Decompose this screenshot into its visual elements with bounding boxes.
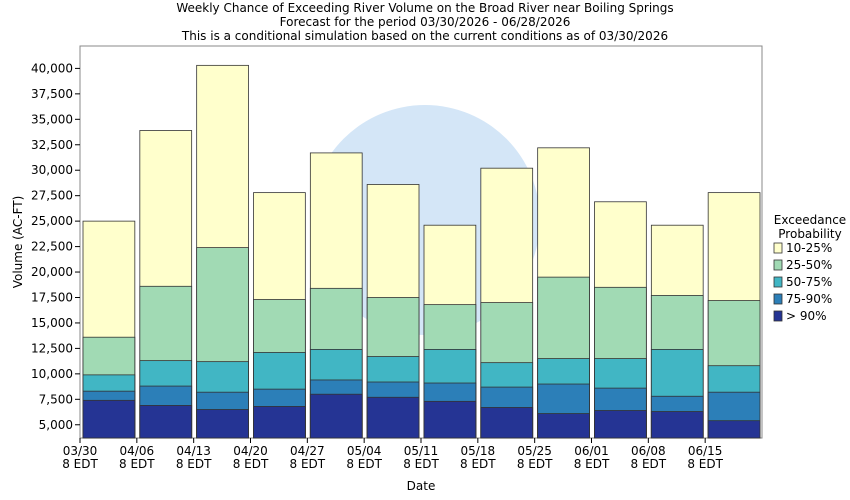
x-axis-label: Date (407, 479, 436, 493)
bar (309, 393, 363, 439)
legend-label: 75-90% (786, 292, 832, 306)
bar (537, 413, 590, 439)
legend-swatch (773, 242, 783, 254)
x-tick-label: 04/13 (176, 444, 211, 458)
x-tick-label: 8 EDT (687, 457, 723, 471)
bar (480, 407, 534, 439)
x-tick-label: 8 EDT (346, 457, 382, 471)
x-tick-label: 04/06 (120, 444, 155, 458)
chart-title: Forecast for the period 03/30/2026 - 06/… (280, 15, 571, 29)
x-tick-label: 05/18 (461, 444, 496, 458)
y-tick-label: 40,000 (31, 61, 73, 75)
x-tick-label: 8 EDT (290, 457, 326, 471)
y-tick-label: 20,000 (31, 265, 73, 279)
legend-swatch (773, 259, 783, 271)
legend-title: Exceedance (774, 213, 846, 227)
y-tick-label: 10,000 (31, 367, 73, 381)
x-tick-label: 04/27 (290, 444, 325, 458)
chart-title: This is a conditional simulation based o… (181, 29, 668, 43)
x-tick-label: 8 EDT (460, 457, 496, 471)
x-tick-label: 8 EDT (119, 457, 155, 471)
x-tick-label: 8 EDT (631, 457, 667, 471)
chart-title: Weekly Chance of Exceeding River Volume … (176, 1, 673, 15)
bar (366, 396, 420, 439)
x-tick-label: 8 EDT (233, 457, 269, 471)
x-tick-label: 8 EDT (176, 457, 212, 471)
bar (139, 405, 193, 439)
x-tick-label: 03/30 (63, 444, 98, 458)
x-tick-label: 04/20 (233, 444, 268, 458)
y-tick-label: 7,500 (39, 392, 73, 406)
y-tick-label: 27,500 (31, 189, 73, 203)
bar (423, 400, 477, 439)
x-tick-label: 8 EDT (62, 457, 98, 471)
legend-label: 50-75% (786, 275, 832, 289)
y-axis-label: Volume (AC-FT) (11, 196, 25, 289)
y-tick-label: 5,000 (39, 418, 73, 432)
x-tick-label: 06/01 (574, 444, 609, 458)
legend-title: Probability (778, 227, 841, 241)
x-tick-label: 06/08 (631, 444, 666, 458)
x-tick-label: 8 EDT (517, 457, 553, 471)
x-tick-label: 05/04 (347, 444, 382, 458)
bar (82, 399, 136, 439)
legend-swatch (773, 310, 783, 322)
x-tick-label: 8 EDT (403, 457, 439, 471)
legend-label: 25-50% (786, 258, 832, 272)
bar (196, 409, 249, 439)
bar (650, 411, 704, 439)
y-tick-label: 12,500 (31, 341, 73, 355)
y-tick-label: 30,000 (31, 163, 73, 177)
y-tick-label: 15,000 (31, 316, 73, 330)
legend-label: 10-25% (786, 241, 832, 255)
y-tick-label: 22,500 (31, 240, 73, 254)
bar (253, 406, 306, 439)
y-tick-label: 37,500 (31, 87, 73, 101)
x-tick-label: 06/15 (688, 444, 723, 458)
y-tick-label: 35,000 (31, 112, 73, 126)
legend-swatch (773, 276, 783, 288)
bar (594, 410, 647, 439)
legend-label: > 90% (786, 309, 827, 323)
x-tick-label: 8 EDT (574, 457, 610, 471)
x-tick-label: 05/25 (517, 444, 552, 458)
legend-swatch (773, 293, 783, 305)
y-tick-label: 17,500 (31, 290, 73, 304)
y-tick-label: 25,000 (31, 214, 73, 228)
y-tick-label: 32,500 (31, 138, 73, 152)
x-tick-label: 05/11 (404, 444, 439, 458)
bar (707, 420, 761, 439)
